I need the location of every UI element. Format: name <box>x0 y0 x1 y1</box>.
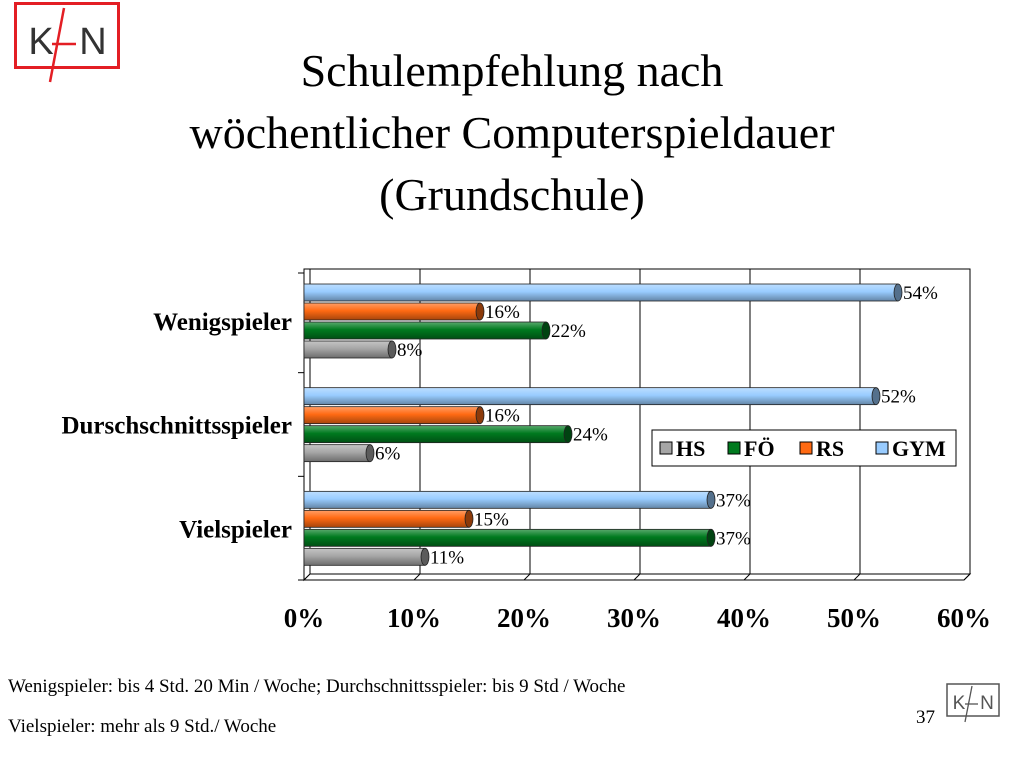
bar-cap <box>365 444 375 463</box>
x-tick-label: 0% <box>284 603 325 633</box>
bar-cap <box>706 490 716 509</box>
floor-gridline <box>743 573 751 581</box>
bar-gym <box>303 387 877 406</box>
floor-gridline <box>523 573 531 581</box>
data-label: 37% <box>716 528 751 549</box>
title-line-2: wöchentlicher Computerspieldauer <box>189 107 835 158</box>
bar-cap <box>893 283 903 302</box>
data-label: 16% <box>485 406 520 427</box>
category-label: Durschschnittsspieler <box>61 413 292 440</box>
category-label: Vielspieler <box>179 516 292 543</box>
bar-cap <box>387 340 397 359</box>
bar-rs <box>303 509 470 528</box>
data-label: 54% <box>903 283 938 304</box>
footnote-1: Wenigspieler: bis 4 Std. 20 Min / Woche;… <box>8 676 626 697</box>
bar-cap <box>563 425 573 444</box>
bar-cap <box>475 302 485 321</box>
x-tick-label: 60% <box>937 603 991 633</box>
legend-label: FÖ <box>744 436 775 461</box>
data-label: 15% <box>474 509 509 530</box>
slide-title: Schulempfehlung nach wöchentlicher Compu… <box>90 40 934 226</box>
svg-text:K: K <box>28 21 53 63</box>
bar-cap <box>464 509 474 528</box>
bar-hs <box>303 340 393 359</box>
floor-gridline <box>963 573 971 581</box>
data-label: 8% <box>397 340 423 361</box>
x-tick-label: 20% <box>497 603 551 633</box>
x-tick-label: 30% <box>607 603 661 633</box>
data-label: 52% <box>881 387 916 408</box>
data-label: 11% <box>430 547 464 568</box>
bar-cap <box>871 387 881 406</box>
category-label: Wenigspieler <box>153 309 292 336</box>
bar-chart: 0% 10% 20% 30% 40% 50% 60% Wenigspieler 54% 16% 22… <box>61 268 991 633</box>
data-label: 22% <box>551 321 586 342</box>
legend-swatch-hs <box>659 441 673 455</box>
bar-rs <box>303 406 481 425</box>
legend-label: GYM <box>892 436 946 461</box>
legend-swatch-fö <box>727 441 741 455</box>
floor-gridline <box>413 573 421 581</box>
bar-gym <box>303 283 899 302</box>
data-label: 37% <box>716 490 751 511</box>
bar-fö <box>303 425 569 444</box>
kfn-logo: K N <box>14 2 120 83</box>
legend-label: HS <box>676 436 705 461</box>
legend-swatch-rs <box>799 441 813 455</box>
x-tick-label: 10% <box>387 603 441 633</box>
svg-text:N: N <box>980 693 994 714</box>
data-label: 6% <box>375 444 401 465</box>
legend-label: RS <box>816 436 844 461</box>
bar-hs <box>303 444 371 463</box>
footnote-2: Vielspieler: mehr als 9 Std./ Woche <box>8 716 277 737</box>
x-tick-label: 50% <box>827 603 881 633</box>
bar-cap <box>541 321 551 340</box>
floor-gridline <box>853 573 861 581</box>
bar-fö <box>303 321 547 340</box>
bar-rs <box>303 302 481 321</box>
floor-gridline <box>633 573 641 581</box>
kfn-logo-small: K N <box>946 683 1000 723</box>
data-label: 24% <box>573 425 608 446</box>
bar-cap <box>420 547 430 566</box>
svg-text:N: N <box>79 21 106 63</box>
bar-cap <box>706 528 716 547</box>
data-label: 16% <box>485 302 520 323</box>
bar-gym <box>303 490 712 509</box>
bar-hs <box>303 547 426 566</box>
x-tick-label: 40% <box>717 603 771 633</box>
title-line-3: (Grundschule) <box>379 169 645 220</box>
legend-swatch-gym <box>875 441 889 455</box>
page-number: 37 <box>916 707 935 728</box>
title-line-1: Schulempfehlung nach <box>300 45 724 96</box>
bar-cap <box>475 406 485 425</box>
svg-text:K: K <box>953 693 966 714</box>
bar-fö <box>303 528 712 547</box>
